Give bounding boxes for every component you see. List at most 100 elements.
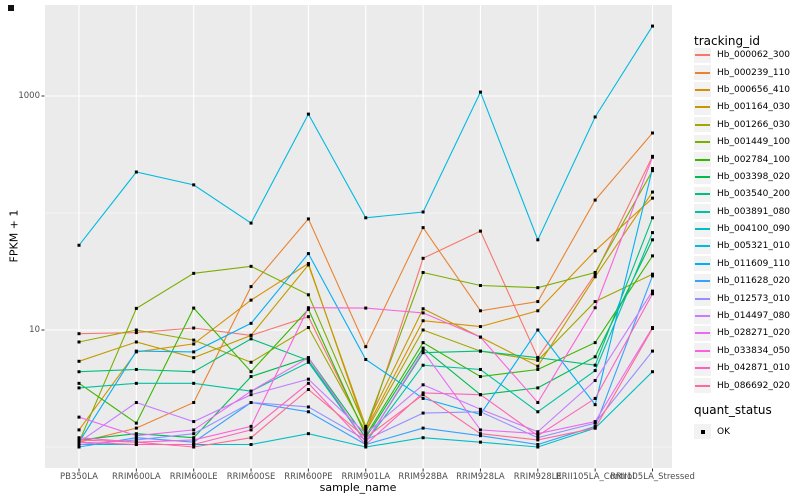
data-point <box>249 443 253 447</box>
data-point <box>192 436 196 440</box>
legend-entry-label: Hb_011628_020 <box>717 276 791 287</box>
x-tick-label: RRIM928BA <box>398 472 448 482</box>
data-point <box>651 238 654 242</box>
data-point <box>306 381 310 385</box>
x-tick-label: RRIM901LA <box>341 472 391 482</box>
legend-line-swatch <box>695 228 710 231</box>
data-point <box>536 364 540 368</box>
legend-entry-label: Hb_005321_010 <box>717 241 791 252</box>
data-point <box>651 131 654 135</box>
legend-key-box <box>694 221 711 237</box>
data-point <box>593 424 597 428</box>
data-point <box>249 424 253 428</box>
legend-entry-label: Hb_028271_020 <box>717 328 791 339</box>
legend-title-quant-status: quant_status <box>694 403 772 417</box>
data-point <box>536 356 540 360</box>
x-tick-label: RRIM600SE <box>226 472 276 482</box>
data-point <box>192 338 196 342</box>
data-point <box>77 381 81 385</box>
legend-key-box <box>694 256 711 272</box>
data-point <box>421 319 425 323</box>
data-point <box>249 401 253 405</box>
legend-key-box <box>694 82 711 98</box>
data-point <box>421 363 425 367</box>
legend-entry-Hb_001266_030: Hb_001266_030 <box>694 116 790 133</box>
data-point <box>651 272 654 276</box>
legend-key-box <box>694 343 711 359</box>
data-point <box>134 306 138 310</box>
x-tick-label: RRIM600LA <box>112 472 161 482</box>
legend-entry-Hb_042871_010: Hb_042871_010 <box>694 360 790 377</box>
legend-entry-Hb_001449_100: Hb_001449_100 <box>694 133 790 150</box>
data-point <box>306 405 310 409</box>
legend-line-swatch <box>695 332 710 335</box>
legend-key-box <box>694 169 711 185</box>
legend-line-swatch <box>695 71 710 74</box>
data-point <box>364 436 368 440</box>
data-point <box>421 341 425 345</box>
data-point <box>77 436 81 440</box>
data-point <box>77 243 81 247</box>
data-point <box>134 349 138 353</box>
data-point <box>306 432 310 436</box>
x-tick-label: RRII105LA_Control <box>555 472 635 482</box>
data-point <box>593 403 597 407</box>
legend-entry-Hb_000239_110: Hb_000239_110 <box>694 64 790 81</box>
data-point <box>249 370 253 374</box>
data-point <box>593 420 597 424</box>
legend-entry-ok: OK <box>694 423 730 440</box>
data-point <box>478 407 482 411</box>
data-point <box>593 379 597 383</box>
screen-artifact <box>8 5 14 11</box>
data-point <box>249 285 253 289</box>
legend-key-box <box>694 273 711 289</box>
data-point <box>421 256 425 260</box>
data-point <box>134 328 138 332</box>
data-point <box>192 420 196 424</box>
data-point <box>421 411 425 415</box>
data-point <box>651 216 654 220</box>
legend-entry-Hb_012573_010: Hb_012573_010 <box>694 290 790 307</box>
data-point <box>478 434 482 438</box>
legend-entry-label: Hb_011609_110 <box>717 258 791 269</box>
data-point <box>478 367 482 371</box>
legend-entry-label: Hb_003398_020 <box>717 171 791 182</box>
legend-key-box <box>694 99 711 115</box>
data-point <box>77 440 81 444</box>
data-point <box>478 428 482 432</box>
point-square-icon <box>700 429 705 434</box>
legend-line-swatch <box>695 106 710 109</box>
data-point <box>192 432 196 436</box>
y-axis-title: FPKM + 1 <box>7 209 21 263</box>
data-point <box>192 356 196 360</box>
legend-entry-Hb_002784_100: Hb_002784_100 <box>694 151 790 168</box>
data-point <box>536 436 540 440</box>
data-point <box>134 432 138 436</box>
data-point <box>478 309 482 313</box>
legend-entry-Hb_014497_080: Hb_014497_080 <box>694 307 790 324</box>
data-point <box>306 307 310 311</box>
data-point <box>421 349 425 353</box>
data-point <box>134 421 138 425</box>
data-point <box>421 351 425 355</box>
data-point <box>306 112 310 116</box>
data-point <box>192 440 196 444</box>
legend-line-swatch <box>695 245 710 248</box>
data-point <box>192 342 196 346</box>
data-point <box>134 340 138 344</box>
data-point <box>478 412 482 416</box>
data-point <box>364 357 368 361</box>
data-point <box>134 434 138 438</box>
legend-entry-label: Hb_042871_010 <box>717 363 791 374</box>
data-point <box>364 438 368 442</box>
data-point <box>364 428 368 432</box>
data-point <box>536 367 540 371</box>
data-point <box>192 438 196 442</box>
data-point <box>364 306 368 310</box>
data-point <box>651 169 654 173</box>
data-point <box>77 340 81 344</box>
legend-entry-label: Hb_012573_010 <box>717 293 791 304</box>
data-point <box>651 292 654 296</box>
data-point <box>77 359 81 363</box>
